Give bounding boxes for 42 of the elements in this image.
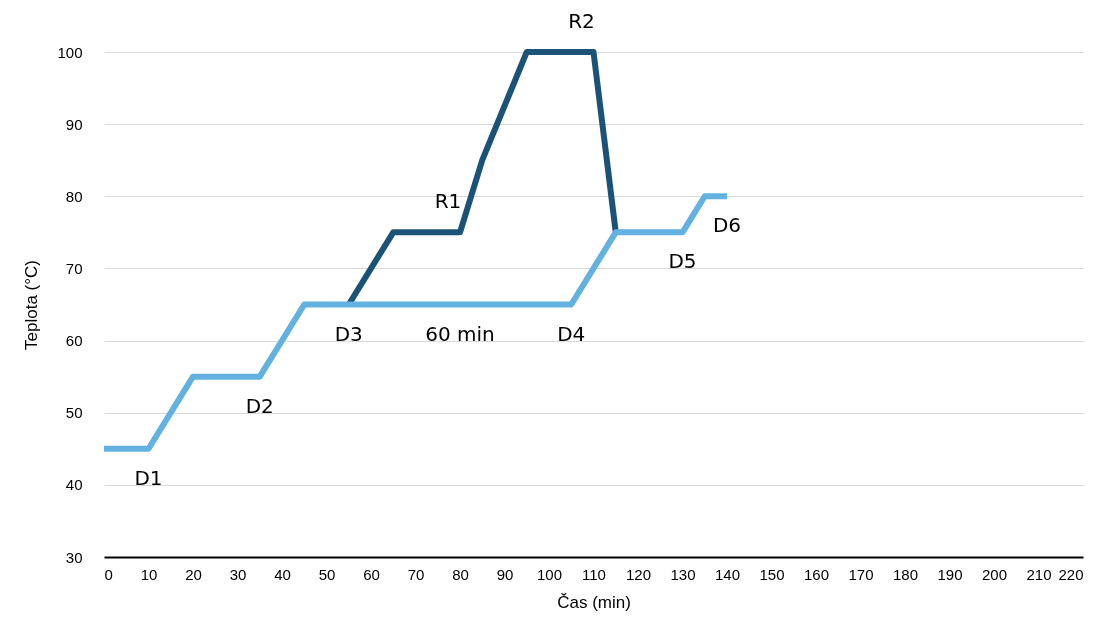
- x-tick-label: 10: [140, 565, 158, 583]
- x-tick-label: 20: [185, 565, 202, 583]
- annotation: D5: [668, 249, 697, 274]
- y-tick-label: 60: [65, 332, 83, 350]
- x-tick-label: 220: [1058, 565, 1084, 583]
- x-tick-label: 140: [714, 565, 741, 583]
- y-tick-label: 40: [65, 476, 83, 494]
- x-tick-label: 160: [803, 565, 830, 583]
- x-axis-title: Čas (min): [557, 592, 631, 612]
- annotation: 60 min: [425, 321, 495, 346]
- annotation: R2: [568, 9, 595, 33]
- x-tick-label: 190: [937, 565, 963, 583]
- y-tick-label: 90: [65, 115, 83, 133]
- y-tick-label: 30: [65, 548, 83, 566]
- x-tick-label: 180: [892, 565, 919, 583]
- x-tick-label: 100: [536, 565, 563, 583]
- x-tick-label: 30: [229, 565, 247, 583]
- x-tick-label: 60: [363, 565, 380, 583]
- annotation: D3: [334, 321, 363, 346]
- y-tick-label: 80: [65, 187, 83, 205]
- x-tick-label: 210: [1026, 565, 1052, 583]
- x-tick-label: 0: [104, 565, 113, 583]
- x-tick-label: 70: [407, 565, 425, 583]
- x-tick-label: 40: [274, 565, 291, 583]
- x-tick-label: 170: [848, 565, 874, 583]
- annotation: R1: [434, 189, 462, 214]
- annotation: D1: [134, 465, 163, 490]
- x-tick-label: 90: [496, 565, 514, 583]
- y-tick-label: 50: [65, 404, 83, 422]
- y-axis-title: Teplota (°C): [22, 260, 42, 350]
- x-tick-label: 200: [981, 565, 1008, 583]
- annotation: D4: [557, 321, 586, 346]
- x-tick-label: 80: [452, 565, 469, 583]
- x-tick-label: 150: [759, 565, 785, 583]
- x-tick-label: 130: [670, 565, 696, 583]
- y-tick-label: 70: [65, 259, 83, 277]
- x-tick-label: 120: [625, 565, 652, 583]
- y-tick-label: 100: [57, 43, 83, 61]
- annotation: D6: [712, 213, 742, 238]
- x-tick-label: 50: [318, 565, 336, 583]
- annotation: D2: [245, 393, 274, 418]
- x-tick-label: 110: [582, 565, 606, 583]
